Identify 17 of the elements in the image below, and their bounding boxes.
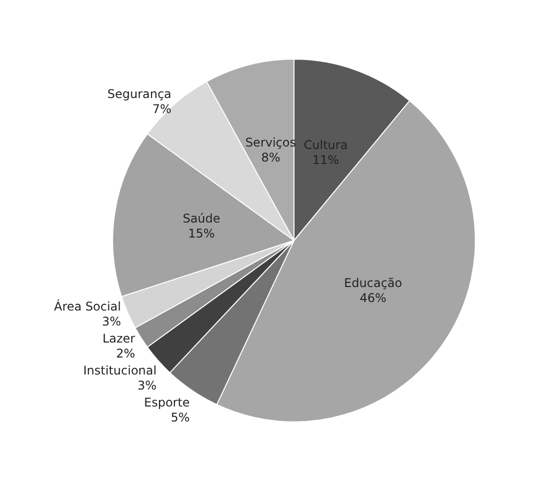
slice-label: Saúde	[182, 211, 220, 226]
data-label: 3%	[138, 378, 157, 393]
slice-label: Educação	[344, 276, 402, 290]
data-label: 15%	[188, 226, 215, 240]
data-label: 7%	[152, 102, 172, 116]
slice-label: Lazer	[102, 332, 136, 346]
slice-label: Segurança	[107, 86, 172, 101]
data-label: 3%	[102, 314, 122, 329]
data-label: 5%	[170, 410, 190, 425]
slice-label: Institucional	[83, 364, 157, 378]
slice-label: Área Social	[54, 298, 122, 314]
slice-label: Cultura	[304, 138, 348, 152]
slice-label: Esporte	[144, 396, 190, 410]
data-label: 8%	[261, 150, 280, 164]
data-label: 2%	[116, 346, 136, 361]
data-label: 11%	[312, 152, 340, 167]
data-label: 46%	[360, 291, 386, 306]
